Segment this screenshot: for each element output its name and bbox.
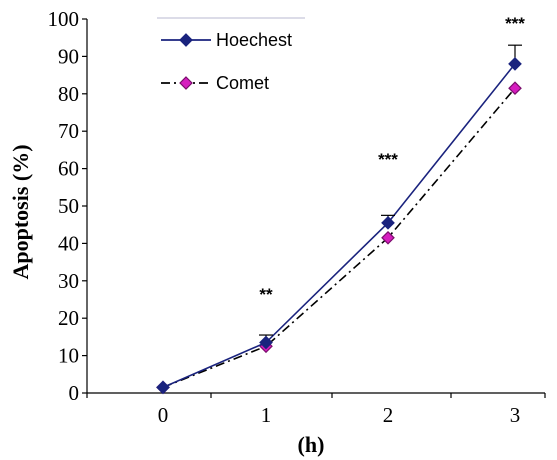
legend-label-hoechest: Hoechest (216, 30, 292, 50)
series-line (162, 63, 516, 389)
x-tick-label: 1 (261, 403, 272, 427)
x-tick-label: 2 (383, 403, 394, 427)
y-tick-label: 0 (69, 381, 80, 405)
series-comet (156, 81, 522, 395)
significance-annotation: *** (378, 150, 398, 169)
y-tick-label: 90 (58, 44, 79, 68)
significance-annotation: ** (259, 285, 273, 304)
data-point (381, 230, 395, 245)
y-tick-label: 40 (58, 231, 79, 255)
data-point (508, 81, 522, 96)
annotations-layer: ******** (259, 14, 525, 304)
legend-item-comet: Comet (161, 73, 269, 93)
data-point (508, 57, 522, 71)
y-tick-label: 70 (58, 119, 79, 143)
series-line (162, 87, 516, 389)
data-point (259, 335, 273, 350)
legend-label-comet: Comet (216, 73, 269, 93)
y-tick-label: 30 (58, 269, 79, 293)
x-tick-label: 3 (510, 403, 521, 427)
series-layer (156, 44, 522, 395)
legend-item-hoechest: Hoechest (161, 30, 292, 50)
y-tick-label: 50 (58, 194, 79, 218)
significance-annotation: *** (505, 14, 525, 33)
axes: 0 10 20 30 40 50 60 70 80 90 100 0 1 2 3 (48, 7, 546, 427)
y-tick-label: 100 (48, 7, 80, 31)
y-tick-label: 80 (58, 82, 79, 106)
series-hoechest (156, 44, 522, 395)
y-tick-label: 10 (58, 344, 79, 368)
y-tick-label: 60 (58, 157, 79, 181)
x-axis-title: (h) (298, 432, 325, 457)
y-axis-title: Apoptosis (%) (8, 144, 33, 279)
legend: Hoechest Comet (157, 17, 305, 93)
data-point (381, 215, 395, 230)
x-tick-label: 0 (158, 403, 169, 427)
legend-marker-comet (179, 76, 193, 90)
y-tick-label: 20 (58, 306, 79, 330)
legend-marker-hoechest (179, 33, 193, 47)
data-point (156, 380, 170, 395)
